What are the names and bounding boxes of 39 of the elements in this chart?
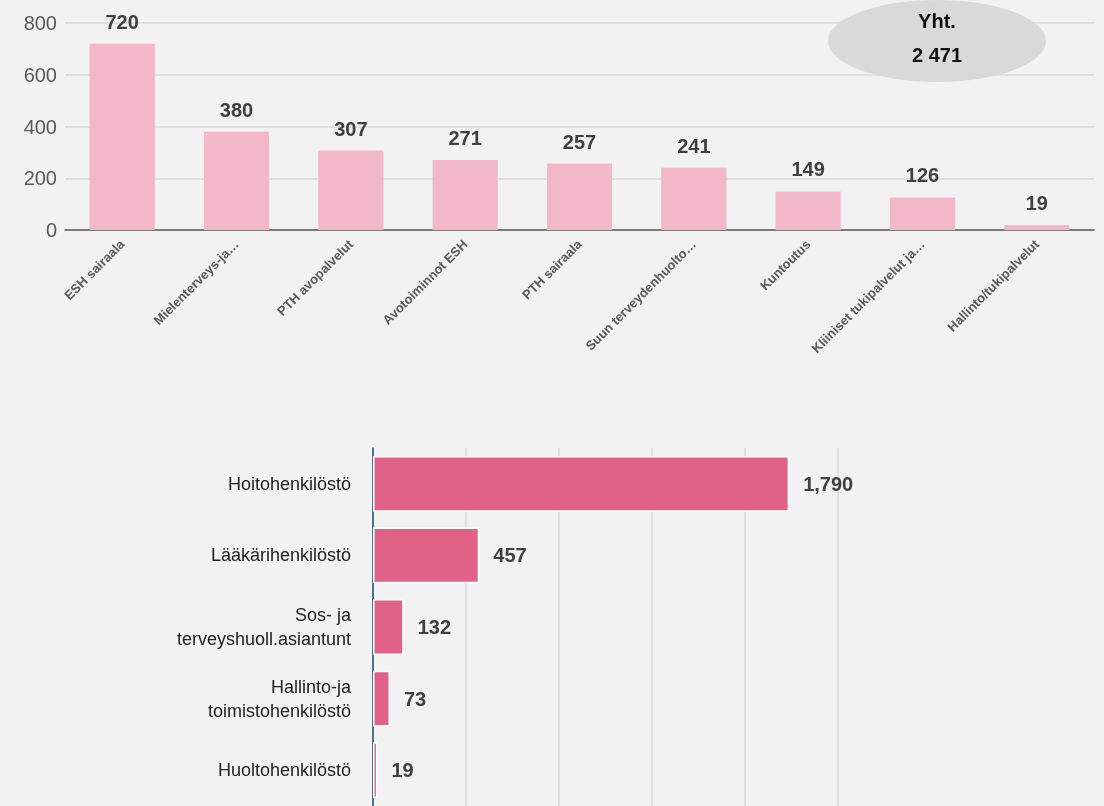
y-tick-label: Huoltohenkilöstö: [217, 760, 351, 781]
y-tick-label: 200: [23, 167, 57, 190]
bar: [373, 670, 390, 727]
data-label: 132: [417, 616, 452, 638]
data-label: 457: [493, 544, 527, 567]
data-label: 380: [219, 98, 254, 121]
y-tick-label: 400: [23, 115, 57, 138]
data-label: 271: [448, 126, 482, 149]
data-label: 307: [334, 117, 368, 140]
y-tick-label: 600: [23, 63, 57, 86]
data-label: 19: [391, 759, 414, 782]
bar: [373, 527, 480, 584]
bar: [89, 43, 155, 230]
y-tick-label: Hallinto-ja toimistohenkilöstö: [207, 676, 352, 721]
bar: [373, 599, 404, 655]
y-tick-label: Lääkärihenkilöstö: [210, 545, 351, 566]
bar: [432, 159, 498, 230]
bar: [661, 167, 727, 230]
y-tick-label: Hoitohenkilöstö: [227, 473, 351, 494]
bar: [373, 742, 378, 799]
data-label: 1,790: [803, 472, 854, 495]
y-tick-label: 800: [23, 12, 57, 34]
data-label: 257: [562, 130, 597, 153]
y-tick-label: Sos- ja terveyshuoll.asiantunt: [176, 605, 352, 649]
y-tick-label: 0: [45, 219, 57, 241]
bar: [373, 455, 790, 512]
data-label: 149: [791, 158, 825, 181]
bar: [775, 191, 841, 230]
annotation: Yht. 2 471: [910, 9, 964, 68]
data-label: 126: [905, 164, 940, 187]
data-label: 73: [403, 687, 427, 710]
bar: [889, 197, 956, 230]
bar: [1004, 225, 1070, 230]
bar: [546, 163, 613, 230]
data-label: 241: [677, 134, 711, 157]
bar: [203, 131, 270, 230]
data-label: 720: [105, 10, 139, 33]
bar: [318, 150, 384, 230]
data-label: 19: [1025, 192, 1048, 215]
